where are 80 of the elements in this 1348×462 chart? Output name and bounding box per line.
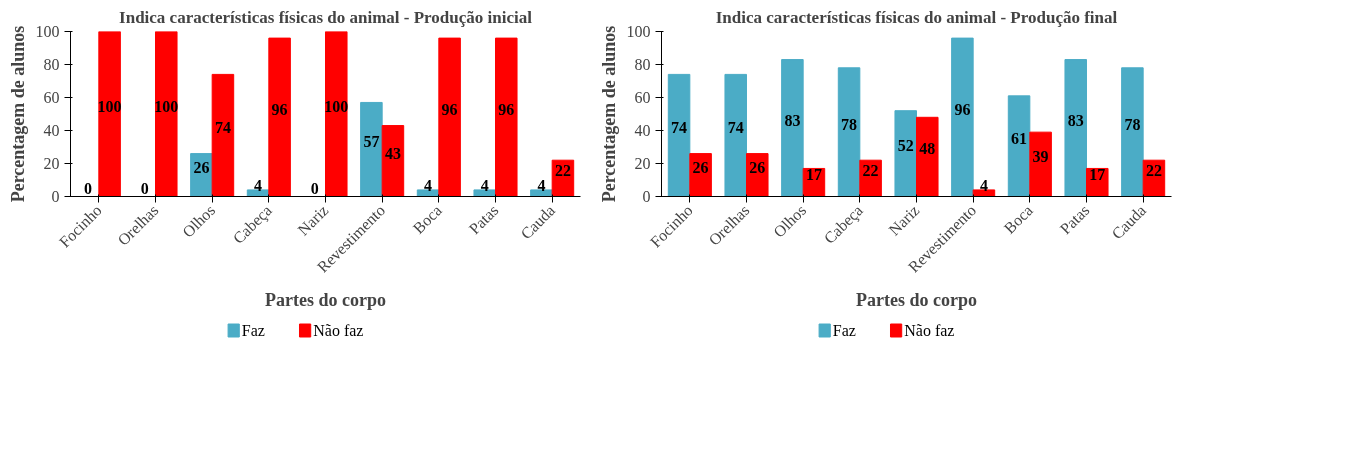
y-tick-label: 20 — [634, 155, 651, 172]
bar — [1029, 131, 1052, 197]
data-label: 4 — [424, 176, 433, 194]
y-tick-label: 80 — [43, 56, 60, 73]
data-label: 26 — [193, 158, 210, 176]
bar — [916, 116, 939, 197]
y-tick-label: 0 — [51, 188, 60, 205]
bar — [155, 31, 178, 197]
bar — [972, 189, 996, 197]
y-axis-title: Percentagem de alunos — [7, 25, 28, 203]
data-label: 17 — [805, 165, 822, 183]
chart-title: Indica características físicas do animal - Produção inicial — [119, 7, 533, 27]
bar — [98, 31, 121, 197]
bar — [325, 31, 348, 197]
legend-label: Não faz — [904, 322, 955, 339]
data-label: 74 — [727, 118, 744, 136]
data-label: 0 — [140, 180, 149, 197]
y-axis-title: Percentagem de alunos — [598, 25, 619, 203]
data-label: 100 — [97, 97, 122, 115]
data-label: 78 — [1124, 115, 1141, 133]
data-label: 26 — [749, 158, 766, 176]
bar — [1064, 59, 1087, 197]
data-label: 83 — [784, 111, 801, 129]
bar — [667, 73, 691, 197]
data-label: 39 — [1032, 147, 1049, 165]
bar — [473, 189, 496, 197]
data-label: 4 — [254, 176, 263, 194]
bar — [781, 59, 804, 197]
y-tick-label: 80 — [634, 56, 651, 73]
data-label: 100 — [324, 97, 349, 115]
bar — [360, 101, 383, 197]
bar — [894, 110, 917, 197]
bar — [530, 189, 553, 197]
y-tick-label: 40 — [43, 122, 60, 139]
data-label: 96 — [498, 100, 515, 118]
legend-label: Faz — [241, 322, 265, 339]
bar — [1121, 67, 1144, 197]
y-tick-label: 40 — [634, 122, 651, 139]
data-label: 48 — [919, 140, 936, 158]
y-tick-label: 0 — [642, 188, 651, 205]
bar — [724, 73, 747, 197]
data-label: 22 — [862, 161, 879, 179]
y-tick-label: 20 — [43, 155, 60, 172]
data-label: 0 — [84, 180, 93, 197]
y-tick-label: 60 — [43, 89, 60, 106]
data-label: 43 — [384, 144, 401, 162]
y-tick-label: 100 — [35, 23, 60, 40]
bar — [381, 125, 405, 197]
data-label: 57 — [363, 132, 380, 150]
data-label: 0 — [310, 180, 319, 197]
legend-label: Faz — [832, 322, 856, 339]
y-tick-label: 100 — [626, 23, 651, 40]
bar — [951, 37, 974, 197]
bar — [268, 37, 291, 197]
data-label: 17 — [1089, 165, 1106, 183]
data-label: 96 — [441, 100, 458, 118]
data-label: 52 — [897, 137, 914, 155]
x-axis-title: Partes do corpo — [856, 289, 977, 310]
data-label: 74 — [671, 118, 688, 136]
data-label: 22 — [554, 161, 571, 179]
data-label: 74 — [214, 118, 231, 136]
bar — [438, 37, 461, 197]
bar — [495, 37, 518, 197]
bar — [1007, 95, 1031, 197]
bar — [837, 67, 861, 197]
data-label: 83 — [1067, 111, 1084, 129]
data-label: 61 — [1011, 129, 1028, 147]
legend-label: Não faz — [313, 322, 364, 339]
data-label: 78 — [841, 115, 858, 133]
data-label: 4 — [480, 176, 489, 194]
data-label: 4 — [537, 176, 546, 194]
bar — [211, 73, 235, 197]
chart-title: Indica características físicas do animal - Produção final — [715, 7, 1118, 27]
data-label: 96 — [271, 100, 288, 118]
data-label: 100 — [154, 97, 179, 115]
x-axis-title: Partes do corpo — [265, 289, 386, 310]
data-label: 26 — [692, 158, 709, 176]
data-label: 96 — [954, 100, 971, 118]
data-label: 22 — [1145, 161, 1162, 179]
y-tick-label: 60 — [634, 89, 651, 106]
